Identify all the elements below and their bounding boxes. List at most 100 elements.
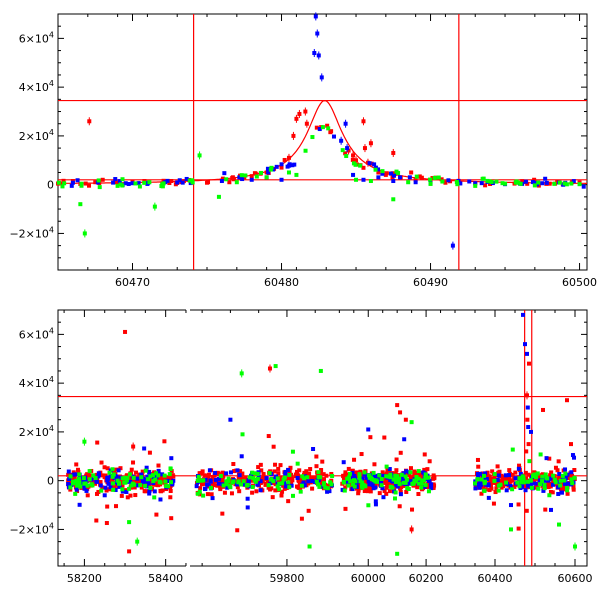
- data-point: [331, 134, 336, 139]
- data-point: [130, 181, 135, 186]
- data-point: [428, 181, 433, 186]
- data-point: [401, 471, 406, 476]
- data-point: [288, 465, 293, 470]
- data-point: [476, 464, 481, 469]
- data-point: [290, 449, 295, 454]
- series-points: [56, 107, 582, 188]
- data-point: [286, 480, 291, 485]
- data-point: [361, 119, 366, 124]
- data-point: [110, 467, 115, 472]
- data-point: [455, 182, 460, 187]
- data-point: [306, 479, 311, 484]
- data-point: [376, 167, 381, 172]
- y-tick-label: 6×104: [19, 326, 54, 341]
- data-point: [318, 471, 323, 476]
- data-point: [161, 181, 166, 186]
- data-point: [67, 483, 72, 488]
- data-point: [503, 473, 508, 478]
- data-point: [296, 478, 301, 483]
- data-point: [197, 492, 202, 497]
- data-point: [560, 473, 565, 478]
- data-point: [317, 127, 322, 132]
- data-point: [295, 469, 300, 474]
- data-point: [169, 469, 174, 474]
- data-point: [570, 473, 575, 478]
- data-point: [373, 165, 378, 170]
- data-point: [140, 479, 145, 484]
- data-point: [237, 489, 242, 494]
- data-point: [507, 476, 512, 481]
- data-point: [115, 183, 120, 188]
- data-point: [327, 489, 332, 494]
- data-point: [168, 489, 173, 494]
- data-point: [493, 490, 498, 495]
- data-point: [532, 177, 537, 182]
- data-point: [96, 178, 101, 183]
- data-point: [360, 480, 365, 485]
- data-point: [231, 462, 236, 467]
- data-point: [515, 480, 520, 485]
- data-point: [168, 485, 173, 490]
- data-point: [130, 481, 135, 486]
- season-cluster: [473, 447, 577, 531]
- data-point: [407, 175, 412, 180]
- data-point: [417, 174, 422, 179]
- data-point: [387, 489, 392, 494]
- data-point: [432, 483, 437, 488]
- data-point: [343, 151, 348, 156]
- data-point: [151, 479, 156, 484]
- axis-break: [186, 309, 190, 312]
- data-point: [143, 468, 148, 473]
- data-point: [353, 479, 358, 484]
- data-point: [525, 405, 530, 410]
- data-point: [573, 544, 577, 549]
- data-point: [326, 126, 331, 131]
- data-point: [488, 483, 493, 488]
- data-point: [546, 485, 551, 490]
- data-point: [240, 177, 245, 182]
- data-point: [163, 477, 168, 482]
- data-point: [162, 439, 167, 444]
- data-point: [299, 516, 304, 521]
- data-point: [429, 486, 434, 491]
- data-point: [299, 483, 304, 488]
- data-point: [411, 474, 416, 479]
- data-point: [537, 478, 542, 483]
- data-point: [82, 231, 87, 236]
- plot-frame: [57, 309, 588, 567]
- data-point: [111, 487, 116, 492]
- data-point: [82, 439, 87, 444]
- data-point: [384, 464, 389, 469]
- data-point: [107, 470, 112, 475]
- data-point: [316, 53, 321, 58]
- data-point: [79, 183, 84, 188]
- data-point: [83, 481, 88, 486]
- data-point: [509, 503, 513, 508]
- data-point: [412, 469, 417, 474]
- data-point: [76, 476, 81, 481]
- x-tick-label: 58400: [148, 572, 183, 585]
- data-point: [210, 481, 215, 486]
- data-point: [384, 471, 389, 476]
- data-point: [518, 181, 523, 186]
- data-point: [517, 484, 522, 489]
- data-point: [329, 482, 334, 487]
- data-point: [74, 479, 79, 484]
- data-point: [492, 475, 497, 480]
- data-point: [307, 544, 312, 549]
- data-point: [206, 180, 211, 185]
- data-point: [369, 161, 374, 166]
- data-point: [133, 493, 138, 498]
- data-point: [418, 471, 423, 476]
- data-point: [163, 479, 168, 484]
- data-point: [523, 179, 528, 184]
- data-point: [66, 472, 71, 477]
- data-point: [417, 481, 422, 486]
- data-point: [376, 170, 381, 175]
- data-point: [362, 489, 367, 494]
- data-point: [219, 179, 224, 184]
- data-point: [354, 474, 359, 479]
- data-point: [507, 468, 512, 473]
- data-point: [76, 469, 81, 474]
- data-point: [565, 485, 570, 490]
